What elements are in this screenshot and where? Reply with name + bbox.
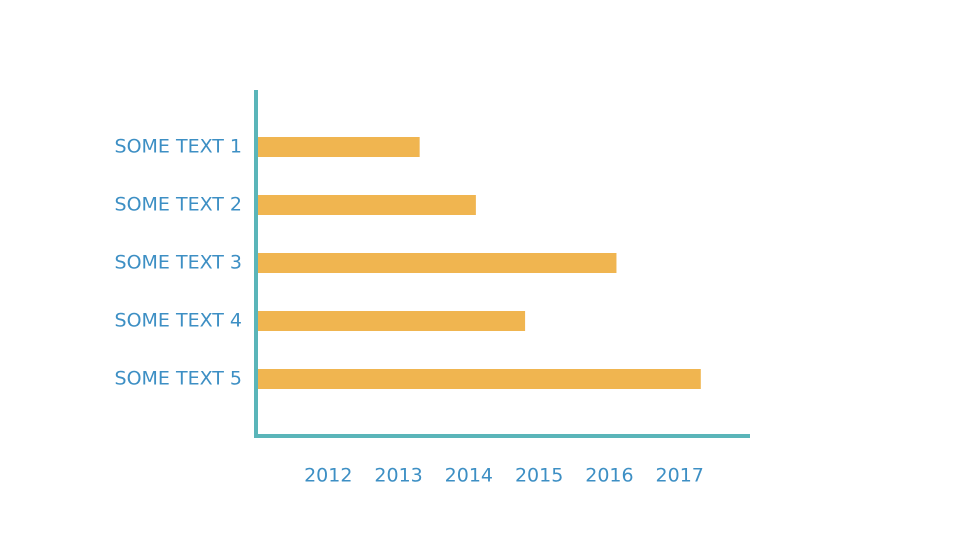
x-tick-label: 2012 [304,465,352,487]
bar [258,253,617,273]
x-tick-label: 2017 [656,465,704,487]
bar [258,137,420,157]
x-tick-label: 2015 [515,465,563,487]
y-tick-label: SOME TEXT 5 [115,368,242,390]
bar [258,311,526,331]
y-tick-label: SOME TEXT 4 [115,310,242,332]
bar [258,369,701,389]
x-tick-label: 2013 [374,465,422,487]
y-tick-label: SOME TEXT 3 [115,252,242,274]
y-tick-label: SOME TEXT 2 [115,194,242,216]
y-tick-label: SOME TEXT 1 [115,136,242,158]
bar [258,195,476,215]
x-tick-label: 2016 [585,465,633,487]
x-tick-label: 2014 [445,465,493,487]
